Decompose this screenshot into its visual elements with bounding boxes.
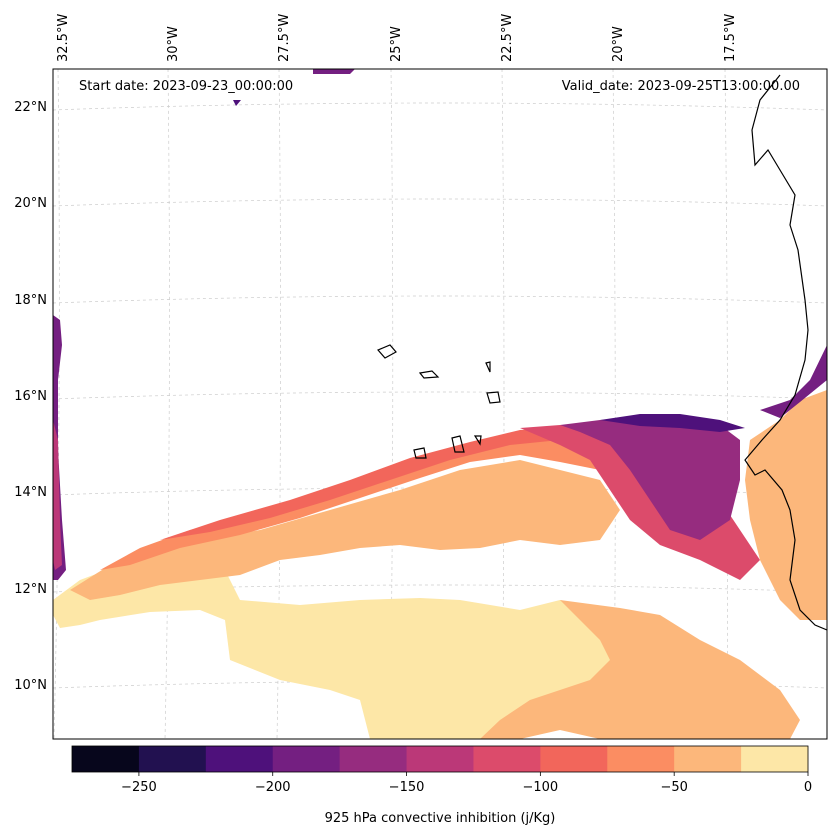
start-date-label: Start date: 2023-09-23_00:00:00 xyxy=(79,79,293,94)
latitude-tick-label: 20°N xyxy=(14,196,47,211)
cin-region-50-to-75 xyxy=(100,435,620,570)
colorbar-tick-label: −50 xyxy=(660,780,687,795)
convective-inhibition-field xyxy=(53,69,827,739)
colorbar-segment xyxy=(138,746,207,772)
colorbar-tick-label: 0 xyxy=(804,780,812,795)
colorbar-tick-label: −200 xyxy=(255,780,291,795)
cin-region-0-to-25 xyxy=(53,545,660,739)
longitude-tick-label: 25°W xyxy=(389,26,404,62)
latitude-tick-label: 14°N xyxy=(14,485,47,500)
colorbar-segment xyxy=(674,746,742,772)
cape-verde-island-7 xyxy=(473,435,482,446)
longitude-tick-label: 17.5°W xyxy=(723,14,738,62)
parallel-line xyxy=(53,391,827,400)
colorbar-segment xyxy=(540,746,608,772)
latitude-tick-label: 18°N xyxy=(14,293,47,308)
cin-patch-north xyxy=(313,69,355,74)
colorbar-tick-label: −250 xyxy=(121,780,157,795)
cin-region-coastal xyxy=(745,390,827,620)
cape-verde-island-1 xyxy=(376,344,397,359)
africa-coastline xyxy=(744,74,827,631)
longitude-tick-label: 20°W xyxy=(611,26,626,62)
colorbar-segment xyxy=(406,746,474,772)
colorbar-segment xyxy=(607,746,675,772)
parallel-line xyxy=(53,198,827,207)
longitude-tick-label: 22.5°W xyxy=(500,14,515,62)
cape-verde-island-5 xyxy=(451,435,465,453)
cape-verde-island-3 xyxy=(485,361,491,373)
latitude-tick-label: 10°N xyxy=(14,678,47,693)
cape-verde-island-6 xyxy=(413,447,427,459)
colorbar: −250 −200 −150 −100 −50 0 xyxy=(71,745,812,795)
longitude-labels: 32.5°W 30°W 27.5°W 25°W 22.5°W 20°W 17.5°W xyxy=(56,14,738,62)
parallel-line xyxy=(53,295,827,304)
coastlines xyxy=(376,74,827,631)
longitude-tick-label: 32.5°W xyxy=(56,14,71,62)
latitude-tick-label: 16°N xyxy=(14,389,47,404)
parallel-line xyxy=(53,680,827,689)
colorbar-segment xyxy=(741,746,809,772)
latitude-tick-label: 12°N xyxy=(14,582,47,597)
colorbar-segment xyxy=(272,746,341,772)
cin-region-25-to-50-south xyxy=(480,600,800,739)
longitude-tick-label: 30°W xyxy=(166,26,181,62)
cape-verde-island-2 xyxy=(418,370,440,379)
colorbar-tick-label: −150 xyxy=(389,780,425,795)
cin-region-west-edge-inner xyxy=(53,420,62,570)
colorbar-frame xyxy=(71,745,809,773)
parallel-line xyxy=(53,487,827,496)
cin-region-25-to-50 xyxy=(70,460,620,600)
cin-patch-north-small xyxy=(233,100,241,106)
cin-region-100-to-150 xyxy=(520,425,760,580)
cin-region-coastal-north xyxy=(760,345,827,418)
colorbar-title: 925 hPa convective inhibition (j/Kg) xyxy=(325,811,556,826)
latitude-labels: 22°N 20°N 18°N 16°N 14°N 12°N 10°N xyxy=(14,100,47,693)
valid-date-label: Valid_date: 2023-09-25T13:00:00.00 xyxy=(562,79,800,94)
colorbar-segment xyxy=(473,746,541,772)
colorbar-segment xyxy=(72,746,140,772)
latitude-tick-label: 22°N xyxy=(14,100,47,115)
longitude-tick-label: 27.5°W xyxy=(277,14,292,62)
colorbar-segment xyxy=(205,746,274,772)
cin-region-below-200 xyxy=(600,414,745,432)
cin-region-75-to-100 xyxy=(160,428,600,540)
parallel-line xyxy=(53,102,827,111)
cin-region-150-to-200 xyxy=(560,418,740,540)
cape-verde-island-4 xyxy=(486,391,501,404)
colorbar-segment xyxy=(339,746,408,772)
colorbar-tick-label: −100 xyxy=(523,780,559,795)
map-frame xyxy=(52,68,828,740)
